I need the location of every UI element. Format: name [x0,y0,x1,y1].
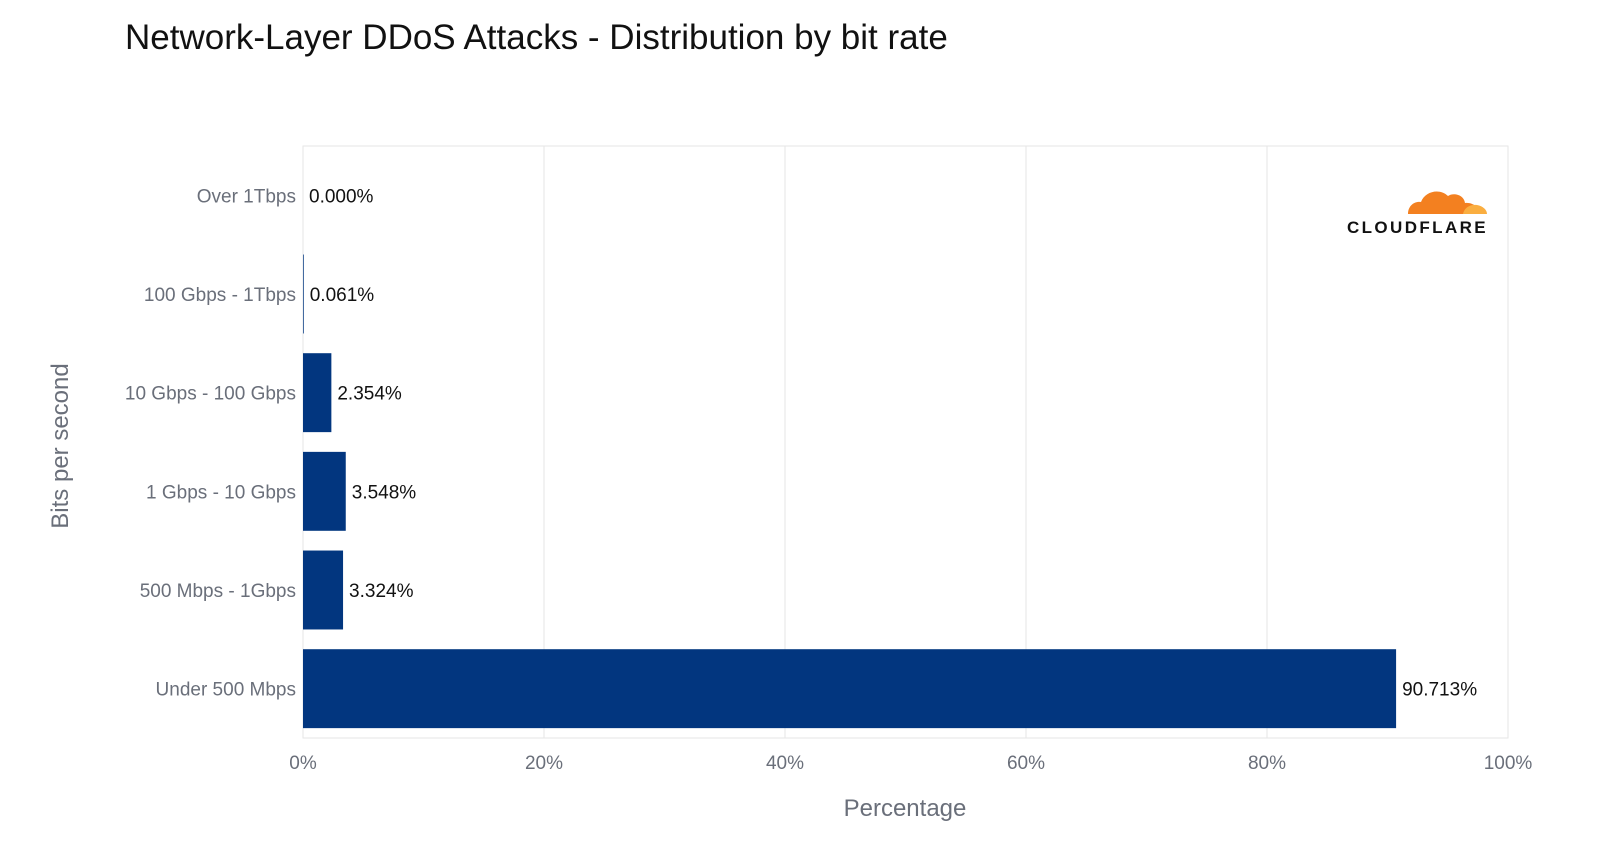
y-tick-label: 100 Gbps - 1Tbps [144,285,296,306]
y-axis-tick-labels: Over 1Tbps 100 Gbps - 1Tbps 10 Gbps - 100 … [125,186,296,700]
x-axis-tick-labels: 0% 20% 40% 60% 80% 100% [289,753,1532,774]
y-tick-label: 10 Gbps - 100 Gbps [125,384,296,405]
y-tick-label: Over 1Tbps [197,186,296,207]
bar [303,451,346,531]
x-axis-title: Percentage [844,795,967,822]
y-tick-label: 1 Gbps - 10 Gbps [146,482,296,503]
bars [303,254,1397,729]
data-label: 0.061% [310,285,375,306]
x-tick-label: 20% [525,753,563,774]
data-labels: 0.000% 0.061% 2.354% 3.548% 3.324% 90.713% [309,186,1477,700]
data-label: 0.000% [309,186,374,207]
x-tick-label: 60% [1007,753,1045,774]
x-tick-label: 0% [289,753,317,774]
y-axis-title: Bits per second [47,363,74,528]
y-tick-label: 500 Mbps - 1Gbps [140,581,296,602]
cloudflare-logo-icon [1408,191,1487,214]
x-tick-label: 100% [1484,753,1533,774]
grid-lines [302,145,1509,739]
chart-title: Network-Layer DDoS Attacks - Distributio… [125,18,948,57]
bar [303,550,344,630]
data-label: 90.713% [1402,680,1477,701]
bar [303,649,1397,729]
data-label: 3.324% [349,581,414,602]
y-tick-label: Under 500 Mbps [156,680,296,701]
bar [303,254,304,334]
x-tick-label: 80% [1248,753,1286,774]
data-label: 3.548% [352,482,417,503]
cloudflare-logo-text: CLOUDFLARE [1346,218,1489,237]
data-label: 2.354% [337,384,402,405]
bar [303,353,332,433]
x-tick-label: 40% [766,753,804,774]
